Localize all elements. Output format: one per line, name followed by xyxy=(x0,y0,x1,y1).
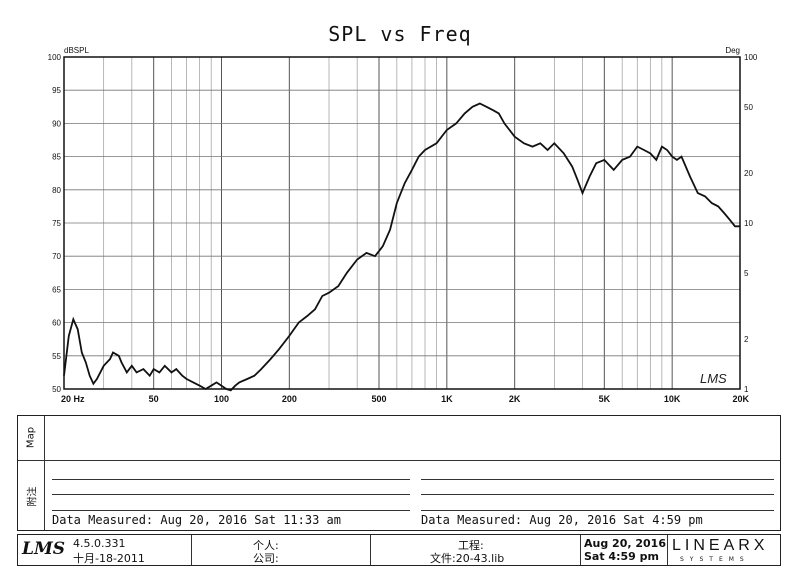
x-tick-label: 500 xyxy=(371,394,386,404)
footer-divider-1 xyxy=(191,535,192,565)
y-left-tick-label: 100 xyxy=(48,53,62,62)
note-line-left-1 xyxy=(52,479,410,480)
y-left-tick-label: 55 xyxy=(52,352,61,361)
note-line-left-2 xyxy=(52,494,410,495)
y-left-unit: dBSPL xyxy=(64,46,89,55)
y-left-tick-label: 65 xyxy=(52,285,61,294)
y-right-tick-label: 50 xyxy=(744,103,753,112)
footer-date: Aug 20, 2016 xyxy=(584,537,666,550)
y-right-unit: Deg xyxy=(725,46,740,55)
y-right-tick-label: 5 xyxy=(744,269,749,278)
company-label: 公司: xyxy=(253,552,279,565)
note-line-right-3 xyxy=(421,510,774,511)
x-tick-label: 200 xyxy=(282,394,297,404)
y-left-tick-label: 75 xyxy=(52,219,61,228)
lms-logo: LMS xyxy=(22,539,66,559)
lms-annotation: LMS xyxy=(700,371,727,386)
map-row-divider xyxy=(18,460,780,461)
data-measured-left: Data Measured: Aug 20, 2016 Sat 11:33 am xyxy=(52,513,341,527)
x-tick-label: 2K xyxy=(509,394,521,404)
spl-chart: dBSPL Deg 50 55 60 65 70 75 80 85 90 95 100 1 2 5 10 20… xyxy=(48,46,758,404)
x-tick-label: 20 Hz xyxy=(61,394,85,404)
footer-box xyxy=(17,534,781,566)
chart-title: SPL vs Freq xyxy=(328,22,472,46)
footer-time: Sat 4:59 pm xyxy=(584,550,659,563)
file-label: 文件:20-43.lib xyxy=(430,552,505,565)
y-right-tick-label: 10 xyxy=(744,219,753,228)
x-tick-label: 100 xyxy=(214,394,229,404)
footer-divider-2 xyxy=(370,535,371,565)
plot-area-border xyxy=(63,56,741,390)
x-tick-label: 20K xyxy=(732,394,749,404)
y-left-tick-label: 50 xyxy=(52,385,61,394)
software-version: 4.5.0.331 xyxy=(73,537,126,550)
linearx-brand-sub: SYSTEMS xyxy=(680,556,750,563)
y-left-tick-label: 95 xyxy=(52,86,61,95)
note-line-left-3 xyxy=(52,510,410,511)
y-left-tick-label: 90 xyxy=(52,119,61,128)
y-left-tick-label: 70 xyxy=(52,252,61,261)
person-label: 个人: xyxy=(253,539,279,552)
note-line-right-1 xyxy=(421,479,774,480)
y-right-tick-label: 20 xyxy=(744,169,753,178)
project-label: 工程: xyxy=(458,539,484,552)
y-left-tick-label: 85 xyxy=(52,153,61,162)
y-right-tick-label: 1 xyxy=(744,385,749,394)
notes-label: 附注 xyxy=(27,486,39,507)
data-measured-right: Data Measured: Aug 20, 2016 Sat 4:59 pm xyxy=(421,513,703,527)
remarks-label-divider xyxy=(44,416,45,530)
y-left-tick-label: 80 xyxy=(52,186,61,195)
map-label: Map xyxy=(25,426,37,449)
y-right-tick-label: 100 xyxy=(744,53,758,62)
x-tick-label: 10K xyxy=(664,394,681,404)
version-date: 十月-18-2011 xyxy=(73,552,145,565)
remarks-panel xyxy=(17,415,781,531)
y-right-tick-label: 2 xyxy=(744,335,749,344)
y-left-tick-label: 60 xyxy=(52,319,61,328)
footer-divider-3 xyxy=(580,535,581,565)
x-tick-label: 50 xyxy=(149,394,159,404)
spl-curve xyxy=(63,102,740,392)
linearx-brand: LINEARX xyxy=(672,537,769,554)
note-line-right-2 xyxy=(421,494,774,495)
x-tick-label: 5K xyxy=(599,394,611,404)
footer-divider-4 xyxy=(667,535,668,565)
x-tick-label: 1K xyxy=(441,394,453,404)
